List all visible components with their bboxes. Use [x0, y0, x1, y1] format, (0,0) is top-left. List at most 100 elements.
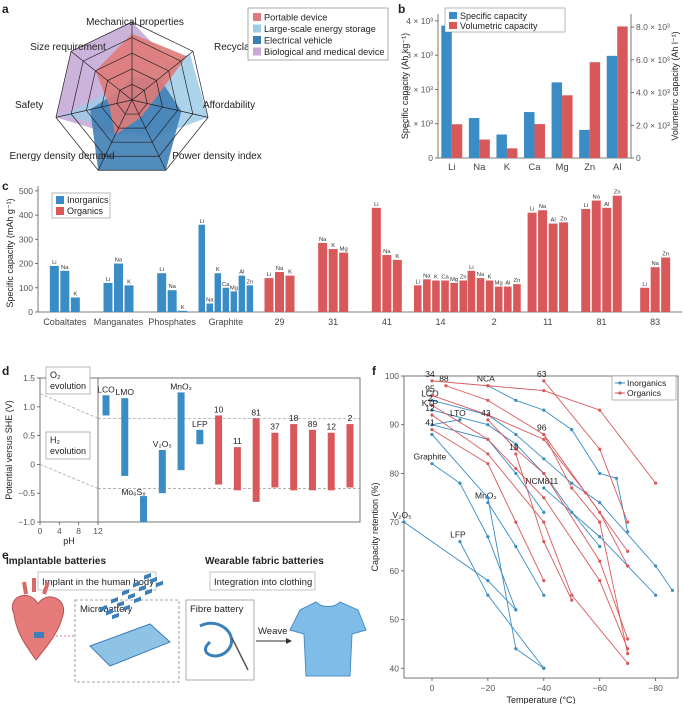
- series-line-organic-9: [431, 429, 545, 581]
- x-axis-title: Temperature (°C): [506, 695, 575, 704]
- bar-label: Zn: [247, 279, 254, 285]
- series-point-inorganic: [598, 471, 602, 476]
- series-point-inorganic: [598, 535, 602, 539]
- bar-label: K: [216, 267, 220, 273]
- series-line-inorganic-1: [431, 399, 673, 591]
- range-label: 11: [233, 436, 242, 446]
- range-label: 37: [270, 422, 280, 432]
- y-axis-title: Specific capacity (Ah kg⁻¹): [400, 33, 410, 139]
- tick-label: 80: [390, 468, 400, 478]
- bar-label: K: [331, 243, 335, 249]
- tick-label: 0.5: [23, 431, 35, 441]
- h2-ph-line: [39, 464, 99, 489]
- range-label: Mo₆S₈: [121, 487, 146, 497]
- legend-marker: [618, 391, 622, 395]
- legend-box: [51, 192, 111, 219]
- bar-29-K: [285, 275, 295, 312]
- series-point-organic: [430, 379, 434, 383]
- series-point-inorganic: [670, 588, 675, 592]
- bar-label: Na: [477, 272, 485, 278]
- series-point-organic: [486, 462, 490, 466]
- bar-specific-Mg: [551, 82, 563, 158]
- radar-ring-4: [55, 21, 209, 171]
- radar-legend-label: Electrical vehicle: [264, 36, 332, 46]
- bar-2-Na: [476, 278, 485, 312]
- series-point-organic: [626, 520, 630, 524]
- series-point-inorganic: [486, 593, 490, 597]
- tick-label-left: 3 × 10³: [406, 50, 433, 60]
- series-point-organic: [626, 652, 630, 656]
- series-point-organic: [598, 578, 602, 583]
- range-bar-89: [308, 429, 316, 491]
- range-bar-MnO₂: [177, 392, 185, 471]
- h2-label: H₂: [50, 435, 60, 445]
- tick-label: −1.0: [18, 517, 35, 527]
- series-point-organic: [486, 452, 490, 456]
- series-label: 95: [425, 383, 435, 393]
- bar-11-Li: [527, 212, 537, 312]
- bar-41-Li: [371, 207, 381, 312]
- bar-Phosphates-K: [178, 310, 188, 312]
- range-bar-37: [271, 432, 279, 488]
- series-label: 2: [428, 393, 433, 403]
- y-axis-title: Specific capacity (mAh g⁻¹): [5, 198, 15, 307]
- tick-label: 90: [390, 420, 400, 430]
- radar-ring-0: [116, 84, 148, 115]
- bar-29-Li: [264, 278, 274, 312]
- bar-83-Li: [640, 287, 650, 312]
- range-label: LMO: [116, 387, 135, 397]
- radar-spoke: [131, 99, 209, 118]
- bar-label: Zn: [662, 251, 669, 257]
- bar-14-Na: [423, 279, 431, 312]
- bar-label: Al: [505, 281, 510, 287]
- microbattery-cell: [117, 600, 124, 608]
- legend-label: Volumetric capacity: [460, 21, 538, 31]
- series-point-organic: [542, 432, 546, 437]
- bar-29-Na: [275, 272, 284, 312]
- series-point-organic: [542, 471, 546, 476]
- series-point-organic: [542, 437, 546, 441]
- bar-81-Li: [581, 209, 591, 312]
- series-point-organic: [626, 549, 630, 553]
- plot-frame: [403, 375, 679, 679]
- x-tick-label: 12: [93, 526, 103, 536]
- series-point-organic: [486, 398, 490, 402]
- bar-Graphite-K: [214, 273, 222, 312]
- bar-label: K: [395, 254, 399, 260]
- microbattery-cell: [100, 605, 107, 612]
- category-label: Mg: [555, 162, 568, 173]
- series-point-organic: [542, 389, 546, 393]
- series-point-inorganic: [458, 418, 462, 422]
- bar-11-Al: [548, 223, 558, 312]
- series-point-inorganic: [542, 510, 546, 514]
- bar-Manganates-K: [124, 285, 134, 312]
- series-point-organic: [626, 637, 630, 641]
- series-point-organic: [626, 564, 630, 568]
- series-label: 63: [537, 369, 547, 379]
- series-point-inorganic: [542, 593, 546, 597]
- range-bar-18: [290, 424, 298, 491]
- tick-label: 500: [19, 186, 33, 196]
- series-point-organic: [654, 481, 658, 485]
- range-bar-LCO: [102, 395, 110, 416]
- y-axis-title: Potential versus SHE (V): [4, 400, 14, 500]
- microbattery-cell: [156, 580, 163, 588]
- bar-label: Na: [168, 284, 176, 290]
- bar-specific-Li: [441, 25, 452, 159]
- series-line-inorganic-9: [431, 434, 545, 669]
- radar-legend-label: Biological and medical device: [264, 47, 385, 57]
- radar-chart: Mechanical properties Recyclability Afford…: [9, 7, 389, 171]
- weave-arrowhead: [286, 638, 292, 644]
- x-tick-label: −20: [481, 683, 496, 693]
- fibre-label: Fibre battery: [190, 604, 244, 615]
- group-label: 41: [382, 317, 392, 327]
- bar-2-Li: [467, 270, 476, 312]
- radar-legend-swatch: [253, 24, 261, 33]
- category-label: K: [504, 162, 511, 173]
- series-line-inorganic-4: [543, 487, 656, 596]
- series-point-organic: [598, 408, 602, 412]
- bar-volumetric-Al: [617, 26, 628, 158]
- bar-label: K: [434, 275, 438, 281]
- radar-axis-label: Power density index: [172, 151, 262, 162]
